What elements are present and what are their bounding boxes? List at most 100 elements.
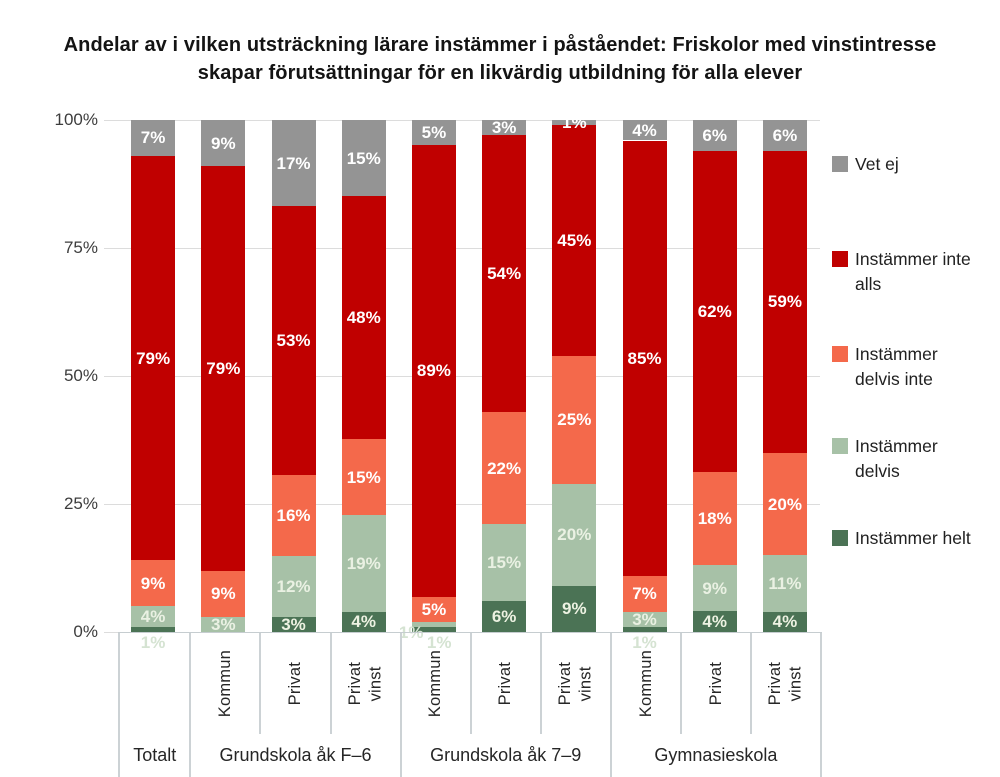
bar-segment-label: 3%	[491, 118, 517, 138]
bar-segment-label: 79%	[206, 358, 241, 378]
bar-segment-label: 7%	[632, 584, 657, 604]
legend-swatch	[832, 346, 848, 362]
bar-segment-instämmer-helt: 9%	[552, 585, 597, 632]
bar-segment-instämmer-helt: 3%	[271, 614, 316, 634]
bar-column: 9% 20% 25% 45% 1%	[539, 114, 609, 632]
bar-segment-vet-ej: 1%	[552, 114, 597, 131]
bar-segment-instämmer-helt	[622, 626, 667, 632]
bar-segment-label: 6%	[772, 125, 798, 145]
axis-subcell: Privat vinst	[539, 633, 610, 734]
bar-segment-instämmer-delvis-inte: 5%	[411, 596, 456, 622]
bar-segment-label: 4%	[772, 612, 798, 632]
bar-segment-label: 25%	[557, 410, 592, 430]
bar-segment-vet-ej: 6%	[762, 120, 807, 151]
legend-swatch	[832, 251, 848, 267]
legend-swatch	[832, 530, 848, 546]
bar-segment-label: 9%	[562, 599, 587, 619]
bar-segment-label: 1%	[140, 633, 166, 652]
bar-segment-vet-ej: 9%	[201, 120, 246, 167]
bar-segment-vet-ej: 3%	[482, 118, 527, 138]
bar-segment-instämmer-delvis-inte: 9%	[131, 560, 176, 607]
bar-totalt: 1% 4% 9% 79% 7%	[131, 120, 176, 651]
bar-segment-label: 62%	[697, 301, 732, 321]
bar-segment-instämmer-inte-alls: 85%	[622, 140, 667, 576]
bar-segment-instämmer-helt: 6%	[482, 601, 527, 632]
bar-segment-instämmer-delvis: 12%	[271, 555, 316, 617]
bar-column: 3% 12% 16% 53% 17%	[258, 120, 328, 634]
column-label: Privat vinst	[556, 661, 595, 706]
axis-subcell: Kommun	[191, 633, 259, 734]
bar-segment-instämmer-delvis-inte: 18%	[692, 471, 737, 565]
bar-segment-instämmer-delvis: 4%	[131, 606, 176, 627]
bar-privat: 6% 15% 22% 54% 3%	[482, 118, 527, 632]
bar-segment-label: 53%	[276, 331, 311, 351]
bar-privat: 4% 9% 18% 62% 6%	[692, 120, 737, 632]
axis-group: Kommun Privat Privat vinst Gymnasieskola	[609, 633, 823, 777]
bar-column: 4% 9% 18% 62% 6%	[680, 120, 750, 632]
axis-subrow: Kommun Privat Privat vinst	[191, 633, 399, 734]
bar-segment-label: 3%	[211, 614, 236, 634]
bar-segment-instämmer-delvis: 3%	[622, 609, 667, 629]
bar-segment-instämmer-delvis-inte: 7%	[622, 575, 667, 612]
group-label: Grundskola åk F–6	[219, 745, 372, 765]
bar-segment-instämmer-inte-alls: 54%	[482, 135, 527, 412]
bar-segment-label: 89%	[416, 361, 451, 381]
bar-segment-label: 6%	[491, 607, 517, 627]
bar-segment-instämmer-helt	[411, 626, 456, 632]
legend-label: Instämmer delvis	[855, 436, 938, 481]
bar-segment-instämmer-helt: 4%	[692, 611, 737, 632]
bar-segment-vet-ej: 4%	[622, 120, 667, 141]
axis-subrow: Kommun Privat Privat vinst	[402, 633, 610, 734]
axis-group: Kommun Privat Privat vinst Grundskola åk F–…	[189, 633, 399, 777]
bar-column: 1% 3% 7% 85% 4%	[609, 120, 679, 651]
axis-subcell: Privat vinst	[329, 633, 400, 734]
bar-segment-instämmer-delvis: 15%	[482, 524, 527, 602]
column-label: Kommun	[426, 649, 445, 718]
bar-segment-instämmer-delvis-inte: 16%	[271, 474, 316, 556]
y-axis-tick-label: 100%	[54, 110, 98, 129]
bar-segment-label: 1%	[426, 633, 452, 652]
bar-segment-label: 9%	[211, 133, 236, 153]
gridline	[104, 247, 820, 249]
bar-segment-instämmer-inte-alls: 48%	[341, 196, 386, 440]
bar-segment-label: 20%	[767, 494, 802, 514]
bar-segment-label: 5%	[421, 599, 447, 619]
legend-swatch	[832, 156, 848, 172]
bar-segment-label: 3%	[281, 614, 306, 634]
bar-segment-vet-ej: 6%	[692, 120, 737, 152]
bar-column: 4% 11% 20% 59% 6%	[750, 120, 820, 632]
bar-segment-label: 3%	[632, 609, 657, 629]
bar-segment-label: 79%	[136, 348, 171, 368]
bar-privat-vinst: 9% 20% 25% 45% 1%	[552, 114, 597, 632]
legend-label: Vet ej	[855, 154, 899, 174]
legend-label: Instämmer delvis inte	[855, 344, 938, 389]
bar-segment-instämmer-delvis: 3%	[201, 614, 246, 634]
bar-column: 1% 1% 5% 89% 5%	[399, 120, 469, 651]
bar-segment-instämmer-delvis: 19%	[341, 515, 386, 612]
bar-privat-vinst: 4% 11% 20% 59% 6%	[762, 120, 807, 632]
y-axis-tick-label: 25%	[63, 494, 98, 513]
bar-segment-label: 59%	[767, 292, 802, 312]
bar-segment-label: 9%	[211, 584, 236, 604]
axis-subrow: Kommun Privat Privat vinst	[612, 633, 820, 734]
column-label: Privat	[706, 661, 725, 706]
bar-segment-label: 48%	[346, 308, 381, 328]
bar-segment-label: 15%	[487, 553, 522, 573]
y-axis-tick-label: 75%	[63, 238, 98, 257]
bar-kommun: 3% 9% 79% 9%	[201, 120, 246, 634]
category-axis: Totalt Kommun Privat Privat vinst Grundskola…	[118, 632, 823, 777]
bar-segment-instämmer-inte-alls: 62%	[692, 151, 737, 472]
bar-segment-label: 18%	[697, 508, 732, 528]
legend-swatch	[832, 438, 848, 454]
bar-segment-label: 1%	[562, 113, 587, 133]
bar-kommun: 1% 3% 7% 85% 4%	[622, 120, 667, 651]
axis-subcell: Privat	[469, 633, 540, 734]
bar-kommun: 1% 1% 5% 89% 5%	[399, 120, 456, 651]
bar-segment-instämmer-delvis-inte: 20%	[762, 452, 807, 556]
group-label: Grundskola åk 7–9	[430, 745, 582, 765]
bar-column: 3% 9% 79% 9%	[188, 120, 258, 634]
y-axis: 0% 25% 50% 75% 100%	[0, 110, 100, 641]
bar-segment-label: 11%	[768, 573, 802, 593]
bar-segment-label: 15%	[346, 467, 381, 487]
